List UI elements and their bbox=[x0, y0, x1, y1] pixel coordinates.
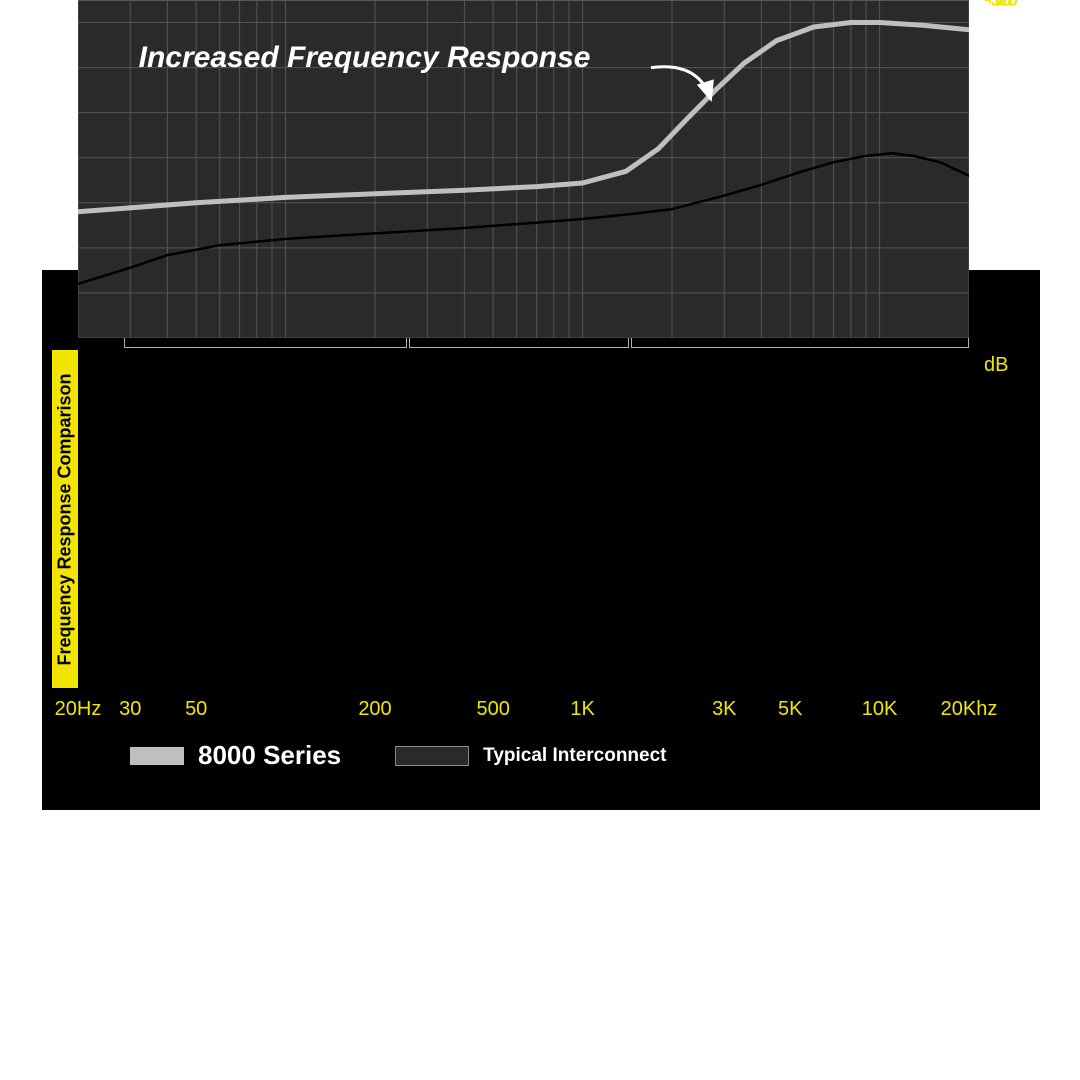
y-axis-title-box: Frequency Response Comparison bbox=[52, 350, 78, 688]
chart-annotation: Increased Frequency Response bbox=[139, 41, 591, 75]
x-tick-label: 500 bbox=[477, 698, 510, 721]
y-axis-unit: dB bbox=[984, 354, 1008, 377]
x-tick-label: 10K bbox=[862, 698, 898, 721]
y-tick-label: -10 bbox=[984, 0, 1013, 12]
x-tick-label: 3K bbox=[712, 698, 736, 721]
x-tick-label: 30 bbox=[119, 698, 141, 721]
x-tick-label: 5K bbox=[778, 698, 802, 721]
plot-area: Increased Frequency Response bbox=[78, 0, 969, 338]
x-tick-label: 200 bbox=[358, 698, 391, 721]
chart-panel bbox=[42, 270, 1040, 810]
annotation-arrow bbox=[651, 67, 711, 99]
legend: 8000 Series Typical Interconnect bbox=[130, 740, 667, 771]
y-axis-title: Frequency Response Comparison bbox=[55, 373, 76, 665]
x-tick-label: 1K bbox=[570, 698, 594, 721]
legend-label: Typical Interconnect bbox=[483, 745, 666, 767]
legend-swatch bbox=[395, 746, 469, 766]
x-tick-label: 20Khz bbox=[941, 698, 998, 721]
legend-label: 8000 Series bbox=[198, 740, 341, 771]
canvas: BASS20Hz-200HzMIDRANGE200Hz-1KHzTREBLE1K… bbox=[0, 0, 1080, 1080]
x-tick-label: 50 bbox=[185, 698, 207, 721]
series-line bbox=[78, 153, 969, 284]
x-tick-label: 20Hz bbox=[55, 698, 102, 721]
legend-swatch bbox=[130, 747, 184, 765]
